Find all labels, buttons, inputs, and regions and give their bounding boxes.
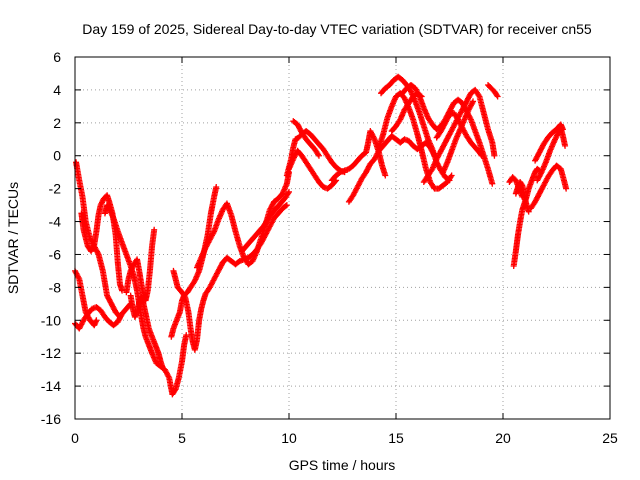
data-point (470, 98, 477, 105)
y-tick-label: 0 (53, 148, 61, 164)
series-track-6 (123, 226, 158, 304)
data-point (559, 126, 566, 133)
series-track-30 (532, 121, 566, 164)
data-point (282, 202, 289, 209)
x-tick-label: 15 (388, 430, 404, 446)
data-point (181, 293, 188, 300)
data-point (382, 172, 389, 179)
data-point (525, 208, 532, 215)
series-track-8 (168, 183, 220, 340)
data-point (445, 176, 452, 183)
data-point (563, 185, 570, 192)
x-tick-label: 20 (495, 430, 511, 446)
series-track-9 (170, 202, 290, 353)
x-tick-label: 5 (178, 430, 186, 446)
data-point (519, 193, 526, 200)
data-point (159, 364, 166, 371)
x-tick-label: 10 (281, 430, 297, 446)
y-tick-label: -8 (49, 279, 62, 295)
series-track-25 (510, 165, 543, 269)
data-point (475, 92, 482, 99)
y-tick-label: 4 (53, 82, 61, 98)
data-point (489, 180, 496, 187)
series-track-3 (72, 300, 134, 332)
series-track-28 (527, 162, 570, 212)
y-tick-label: -4 (49, 214, 62, 230)
x-tick-labels: 0 5 10 15 20 25 (71, 430, 618, 446)
data-points (72, 73, 570, 398)
grid-lines (75, 57, 610, 419)
data-point (286, 188, 292, 195)
data-point (448, 172, 455, 179)
data-point (285, 190, 292, 197)
y-tick-label: -10 (41, 312, 61, 328)
data-point (446, 177, 453, 184)
series-track-1 (73, 159, 123, 320)
y-tick-label: 6 (53, 49, 61, 65)
data-point (151, 226, 158, 233)
y-tick-label: -14 (41, 378, 61, 394)
series-track-11 (238, 188, 292, 255)
series-track-21 (420, 86, 498, 186)
data-point (478, 152, 485, 159)
data-point (183, 332, 190, 339)
data-point (171, 387, 178, 394)
series-track-7 (127, 292, 166, 371)
series-track-24 (485, 81, 501, 100)
series-track-15 (328, 128, 389, 184)
data-point (315, 152, 322, 159)
x-tick-label: 0 (71, 430, 79, 446)
y-tick-labels: -16 -14 -12 -10 -8 -6 -4 -2 0 2 4 6 (41, 49, 61, 427)
y-tick-label: 2 (53, 115, 61, 131)
data-point (93, 317, 100, 324)
series-track-14 (290, 118, 322, 159)
data-point (315, 151, 322, 158)
data-point (283, 202, 290, 209)
data-point (213, 183, 220, 190)
data-point (493, 92, 500, 99)
y-axis-label: SDTVAR / TECUs (5, 182, 21, 294)
data-point (494, 93, 501, 100)
y-tick-label: -12 (41, 345, 61, 361)
data-point (477, 151, 484, 158)
series-track-18 (378, 73, 453, 184)
series-track-23 (440, 98, 477, 176)
y-tick-label: -2 (49, 181, 62, 197)
x-tick-label: 25 (602, 430, 618, 446)
axis-ticks (74, 56, 611, 420)
data-point (562, 142, 569, 149)
y-tick-label: -16 (41, 411, 61, 427)
chart-title: Day 159 of 2025, Sidereal Day-to-day VTE… (82, 21, 592, 37)
series-track-5 (101, 202, 190, 398)
series-track-16 (345, 132, 438, 205)
x-axis-label: GPS time / hours (289, 457, 396, 473)
series-track-27 (506, 174, 526, 200)
y-tick-label: -6 (49, 246, 62, 262)
series-track-13 (286, 147, 340, 192)
data-point (491, 152, 498, 159)
plot-frame (74, 56, 611, 420)
